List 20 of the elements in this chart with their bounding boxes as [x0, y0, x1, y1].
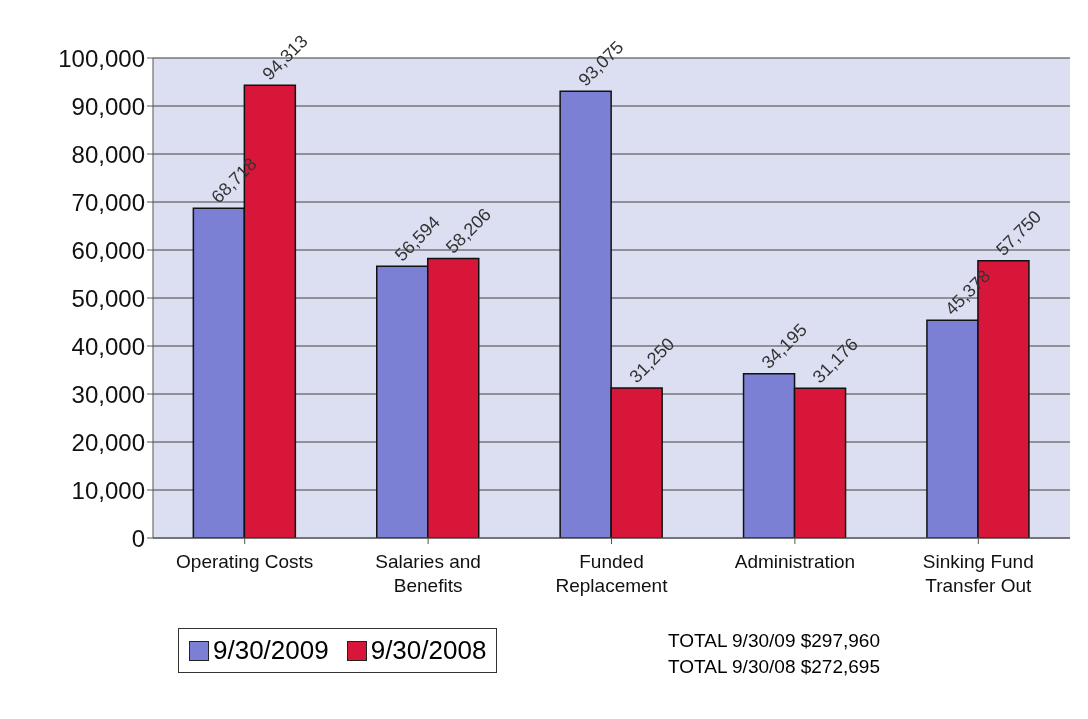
legend-label: 9/30/2008: [369, 635, 487, 666]
x-tick-label: Sinking Fund Transfer Out: [922, 551, 1034, 596]
y-tick-label: 20,000: [71, 428, 145, 456]
y-tick-label: 70,000: [71, 188, 145, 216]
x-tick-label: Operating Costs: [176, 551, 314, 572]
x-tick-label: Administration: [734, 551, 856, 572]
y-tick-label: 90,000: [71, 92, 145, 120]
text: TOTAL 9/30/08 $272,695: [668, 655, 880, 679]
y-tick-label: 40,000: [71, 332, 145, 360]
y-tick-label: 100,000: [58, 44, 145, 72]
y-tick-label: 30,000: [71, 380, 145, 408]
y-tick-label: 80,000: [71, 140, 145, 168]
y-tick-label: 60,000: [71, 236, 145, 264]
text: TOTAL 9/30/09 $297,960: [668, 629, 880, 653]
y-tick-label: 10,000: [71, 476, 145, 504]
x-tick-label: Funded Replacement: [555, 551, 669, 596]
y-tick-label: 50,000: [71, 284, 145, 312]
legend-label: 9/30/2009: [212, 635, 329, 666]
x-tick-label: Salaries and Benefits: [375, 551, 481, 596]
y-tick-label: 0: [131, 524, 145, 552]
